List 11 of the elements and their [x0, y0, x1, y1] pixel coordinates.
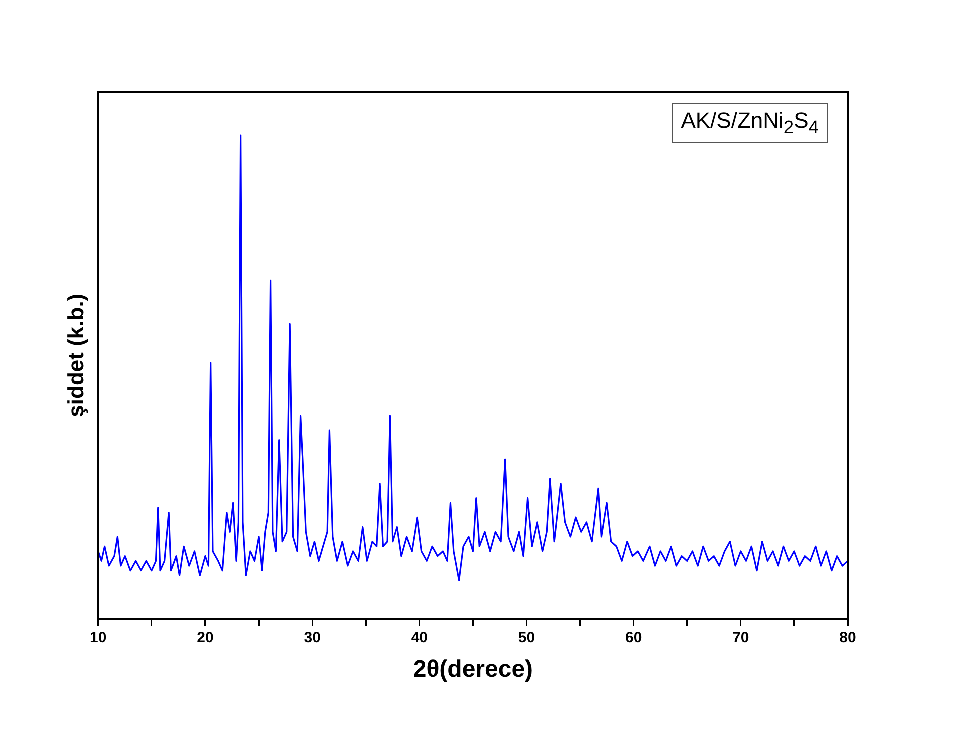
x-tick-label: 20 [197, 629, 214, 646]
x-tick-label: 60 [625, 629, 642, 646]
x-tick-label: 30 [304, 629, 321, 646]
y-axis-title: şiddet (k.b.) [63, 294, 88, 418]
x-tick-label: 50 [518, 629, 536, 646]
x-axis-title: 2θ(derece) [413, 656, 534, 684]
x-tick-label: 70 [732, 629, 750, 646]
x-tick-label: 10 [90, 629, 107, 646]
annotation: AK/S/ZnNi$_{2}$S$_{4}$ [672, 103, 828, 144]
x-tick-label: 80 [840, 629, 856, 646]
x-tick-label: 40 [411, 629, 428, 646]
